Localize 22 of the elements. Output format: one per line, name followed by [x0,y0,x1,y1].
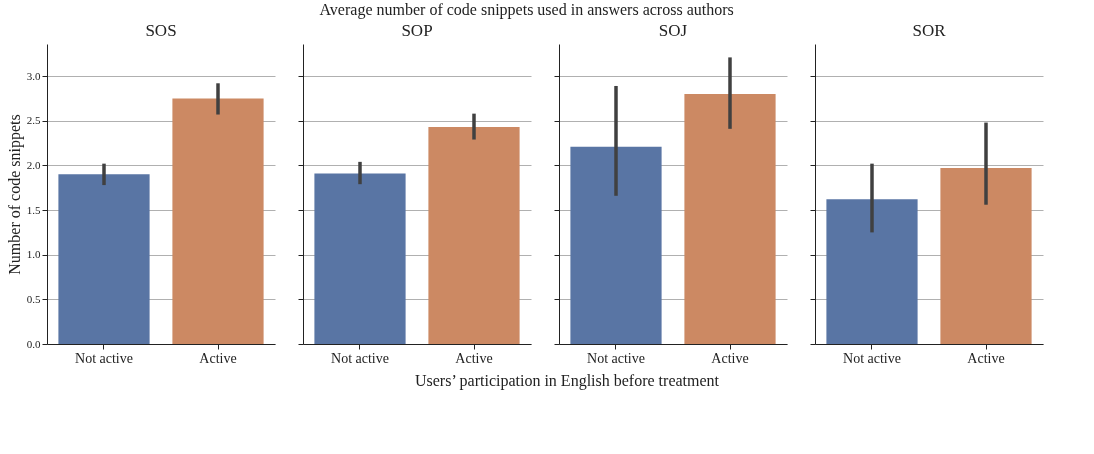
chart-title: SOR [912,21,947,40]
x-tick-label: Not active [843,350,901,366]
text: Average number of code snippets used in answers across authors [319,1,734,19]
y-tick-label: 2.0 [26,158,41,171]
chart-title: SOS [145,21,177,40]
x-tick-label: Active [967,350,1005,366]
y-tick-label: 2.5 [26,114,41,127]
y-tick-label: 3.0 [26,69,41,82]
x-tick-label: Active [199,350,237,366]
chart-title: SOJ [658,21,688,40]
y-tick-label: 1.0 [26,248,41,261]
x-tick-label: Not active [587,350,645,366]
y-tick-label: 0.0 [26,337,41,350]
x-tick-label: Not active [331,350,389,366]
x-tick-label: Active [711,350,749,366]
y-tick-label: 1.5 [26,203,41,216]
chart-title: SOP [401,21,433,40]
x-tick-label: Not active [75,350,133,366]
x-tick-label: Active [455,350,493,366]
text: Users’ participation in English before treatment [414,372,720,390]
y-axis-title: Number of code snippets [5,114,24,275]
y-tick-label: 0.5 [26,292,41,305]
